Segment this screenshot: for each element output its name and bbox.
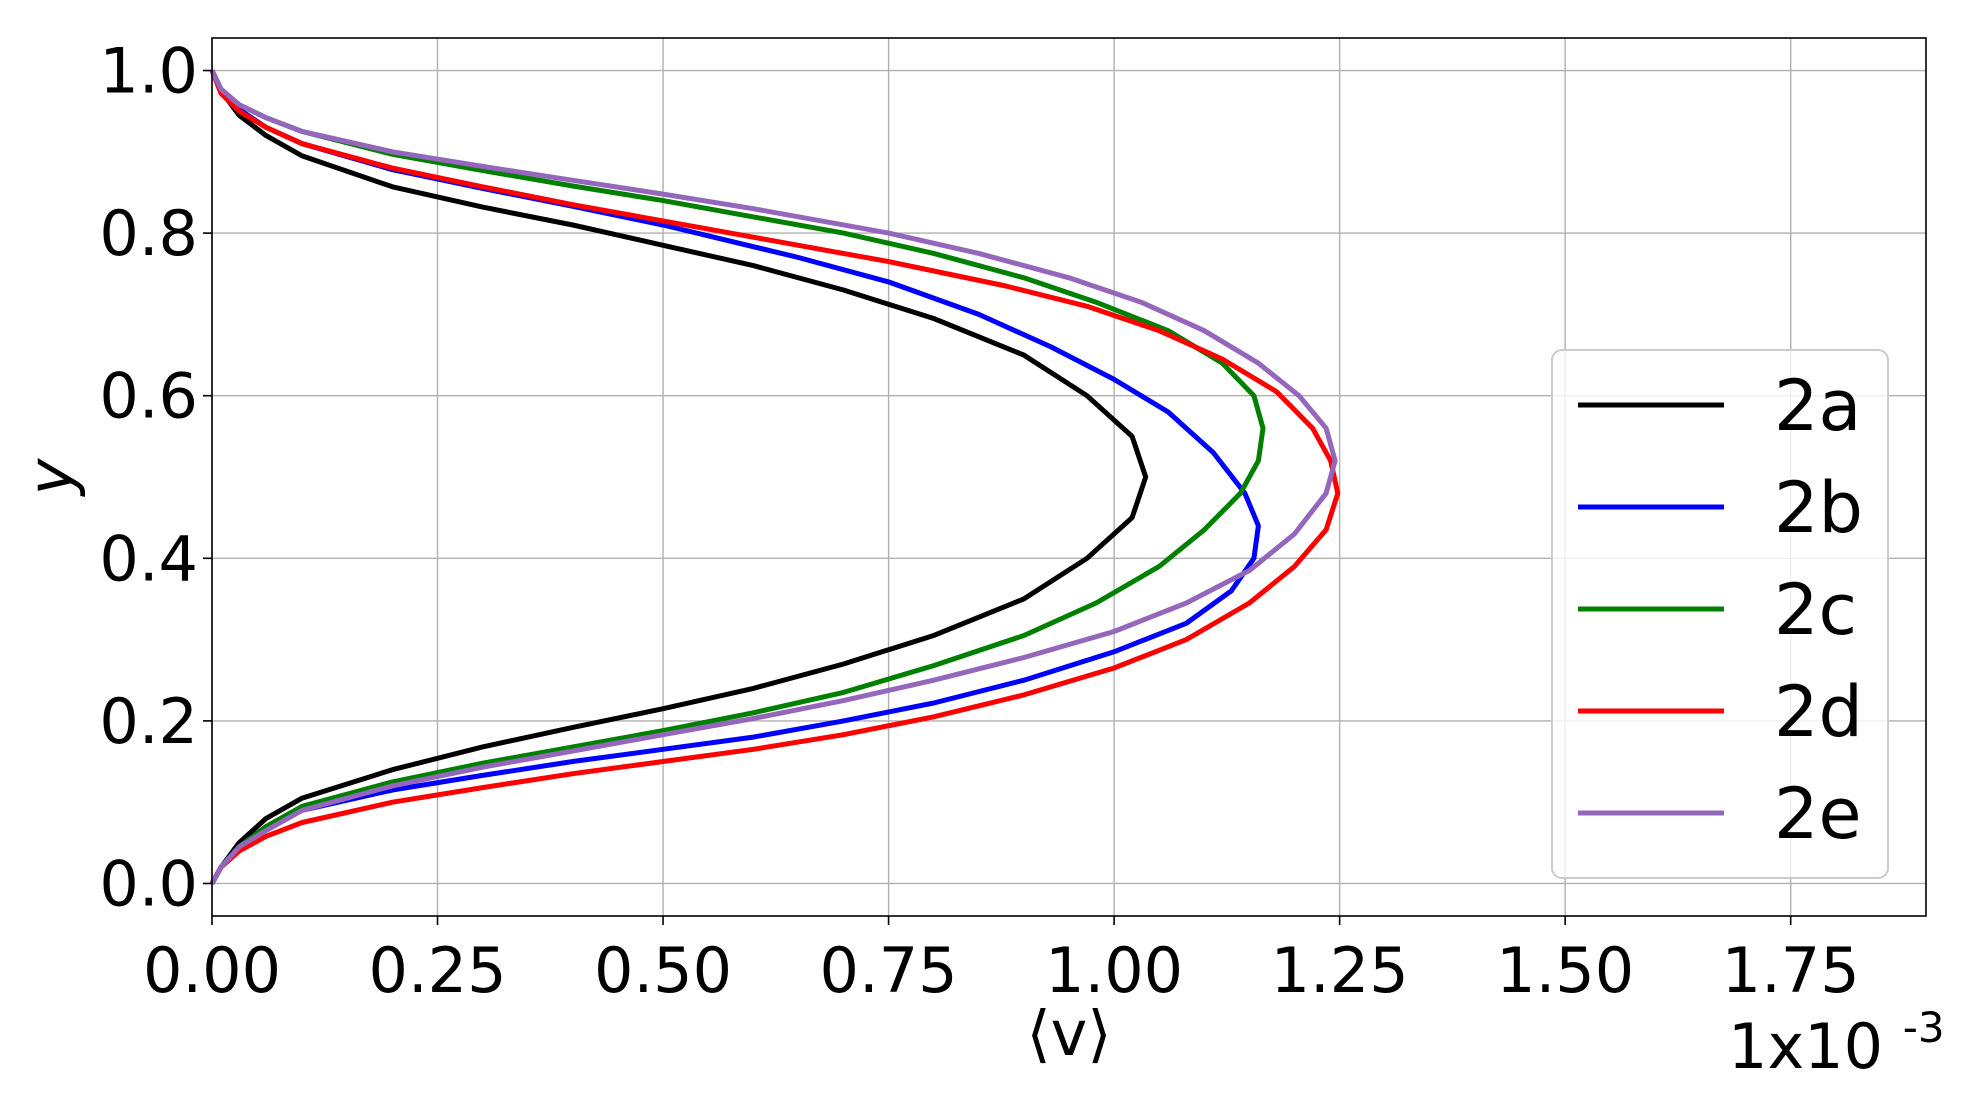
series-layer xyxy=(209,69,1341,885)
legend-label-2a: 2a xyxy=(1774,365,1861,447)
y-axis-ticks: 0.0 0.2 0.4 0.6 0.8 1.0 xyxy=(99,35,212,920)
legend-frame xyxy=(1551,349,1889,879)
x-axis-label: ⟨v⟩ xyxy=(1026,997,1111,1070)
series-line-2a xyxy=(209,69,1149,885)
y-tick-label: 1.0 xyxy=(99,35,198,108)
series-line-2b xyxy=(209,69,1261,885)
y-tick-label: 0.4 xyxy=(99,522,198,595)
y-tick-label: 0.6 xyxy=(99,360,198,433)
x-tick-label: 0.75 xyxy=(820,934,958,1007)
series-line-2e xyxy=(209,69,1338,885)
x-tick-label: 0.50 xyxy=(594,934,732,1007)
x-tick-label: 0.25 xyxy=(369,934,507,1007)
x-tick-label: 1.50 xyxy=(1496,934,1634,1007)
x-axis-multiplier: 1x10 -3 xyxy=(1728,1003,1945,1083)
series-line-2c xyxy=(209,69,1266,885)
legend-label-2e: 2e xyxy=(1774,773,1862,855)
x-tick-label: 0.00 xyxy=(143,934,281,1007)
y-tick-label: 0.8 xyxy=(99,197,198,270)
legend-label-2b: 2b xyxy=(1774,467,1863,549)
y-axis-label: y xyxy=(14,457,87,497)
x-tick-label: 1.00 xyxy=(1045,934,1183,1007)
legend-label-2c: 2c xyxy=(1774,569,1857,651)
legend-entries: 2a 2b 2c 2d 2e xyxy=(1578,365,1863,855)
legend-label-2d: 2d xyxy=(1774,671,1863,753)
legend: 2a 2b 2c 2d 2e xyxy=(1551,349,1889,879)
y-tick-label: 0.2 xyxy=(99,685,198,758)
x-tick-label: 1.25 xyxy=(1271,934,1409,1007)
x-axis-ticks: 0.00 0.25 0.50 0.75 1.00 1.25 1.50 1.75 xyxy=(143,916,1860,1007)
x-multiplier-exponent: -3 xyxy=(1903,1003,1945,1052)
plot-frame xyxy=(211,37,1927,917)
x-multiplier-base: 1x10 xyxy=(1728,1010,1883,1083)
y-tick-label: 0.0 xyxy=(99,847,198,920)
x-tick-label: 1.75 xyxy=(1722,934,1860,1007)
series-line-2d xyxy=(209,69,1341,885)
